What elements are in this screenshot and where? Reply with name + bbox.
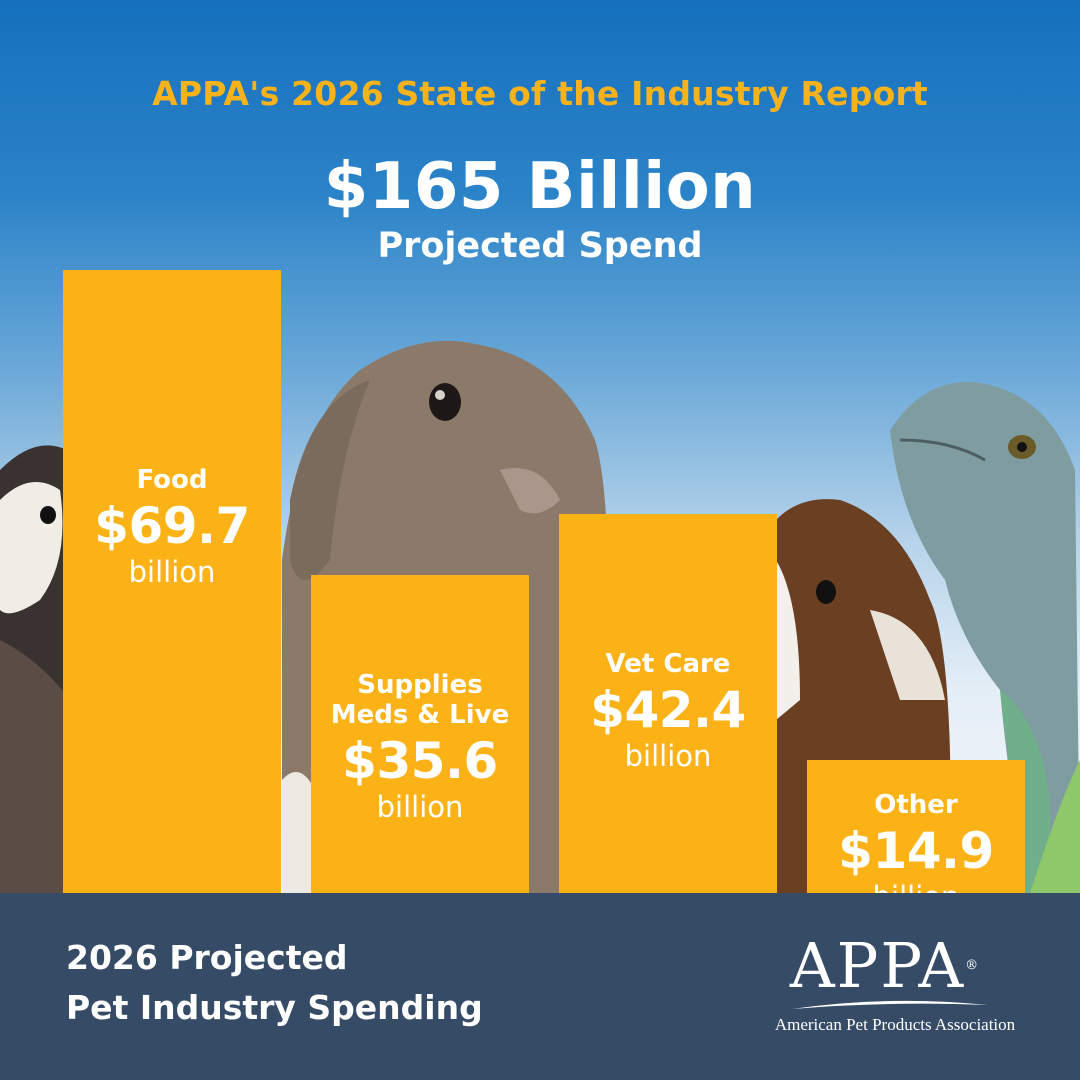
appa-logo: APPA® American Pet Products Association (760, 933, 1040, 1063)
registered-mark: ® (965, 958, 981, 973)
footer-band: 2026 Projected Pet Industry Spending APP… (0, 893, 1080, 1080)
bar-food: Food $69.7 billion (63, 270, 281, 893)
ferret-illustration (0, 445, 75, 893)
iguana-illustration (890, 382, 1080, 893)
bar-category-label: Supplies Meds & Live (330, 670, 510, 730)
logo-swoosh (792, 1000, 988, 1009)
bar-value-label: $42.4 (590, 681, 746, 739)
bar-category-label: Other (874, 790, 958, 820)
bar-category-label: Food (136, 465, 208, 495)
report-title: APPA's 2026 State of the Industry Report (152, 74, 928, 113)
bar-unit-label: billion (128, 555, 216, 589)
bar-other: Other$14.9billion (807, 760, 1025, 912)
total-spend-amount: $165 Billion (323, 150, 757, 224)
bar-unit-label: billion (376, 790, 464, 824)
appa-logo-wordmark: APPA® (789, 929, 981, 1002)
bar-value-label: $69.7 (94, 497, 250, 555)
total-spend-caption: Projected Spend (377, 226, 703, 266)
footer-title-line-2: Pet Industry Spending (66, 988, 483, 1027)
bar-category-label: Vet Care (605, 649, 731, 679)
bar-unit-label: billion (624, 739, 712, 773)
bar-value-label: $35.6 (342, 732, 498, 790)
footer-title-line-1: 2026 Projected (66, 938, 348, 977)
bar-supplies: Supplies Meds & Live $35.6 billion (311, 575, 529, 893)
bar-vet-care: Vet Care $42.4 billion (559, 514, 777, 893)
bar-value-label: $14.9 (838, 822, 994, 880)
appa-logo-org-name: American Pet Products Association (774, 1015, 1016, 1034)
footer-title: 2026 Projected Pet Industry Spending (66, 933, 483, 1033)
